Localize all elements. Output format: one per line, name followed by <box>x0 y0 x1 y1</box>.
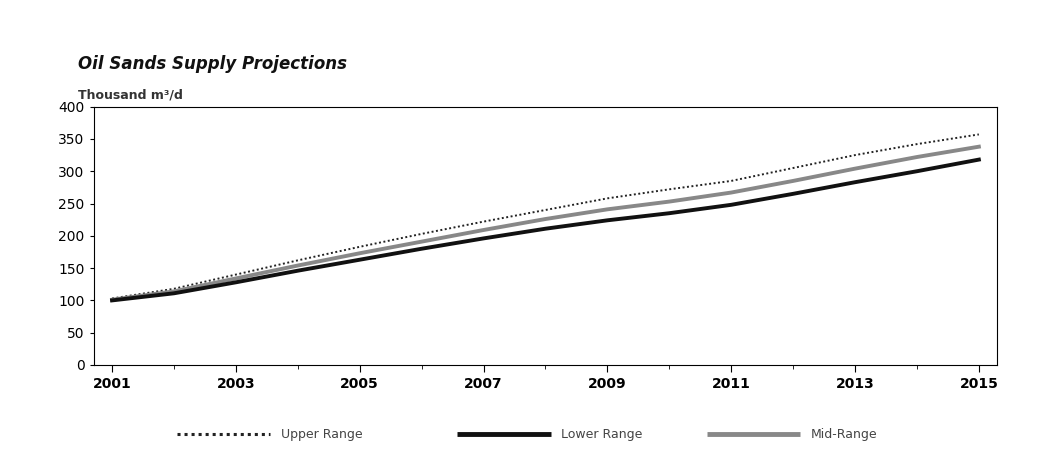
Text: Oil Sands Supply Projections: Oil Sands Supply Projections <box>78 55 347 73</box>
Text: F I G U R E   4 . 3: F I G U R E 4 . 3 <box>18 25 174 43</box>
Text: Thousand m³/d: Thousand m³/d <box>78 89 183 102</box>
Text: Mid-Range: Mid-Range <box>810 428 877 441</box>
Text: Lower Range: Lower Range <box>561 428 642 441</box>
Text: Upper Range: Upper Range <box>281 428 363 441</box>
